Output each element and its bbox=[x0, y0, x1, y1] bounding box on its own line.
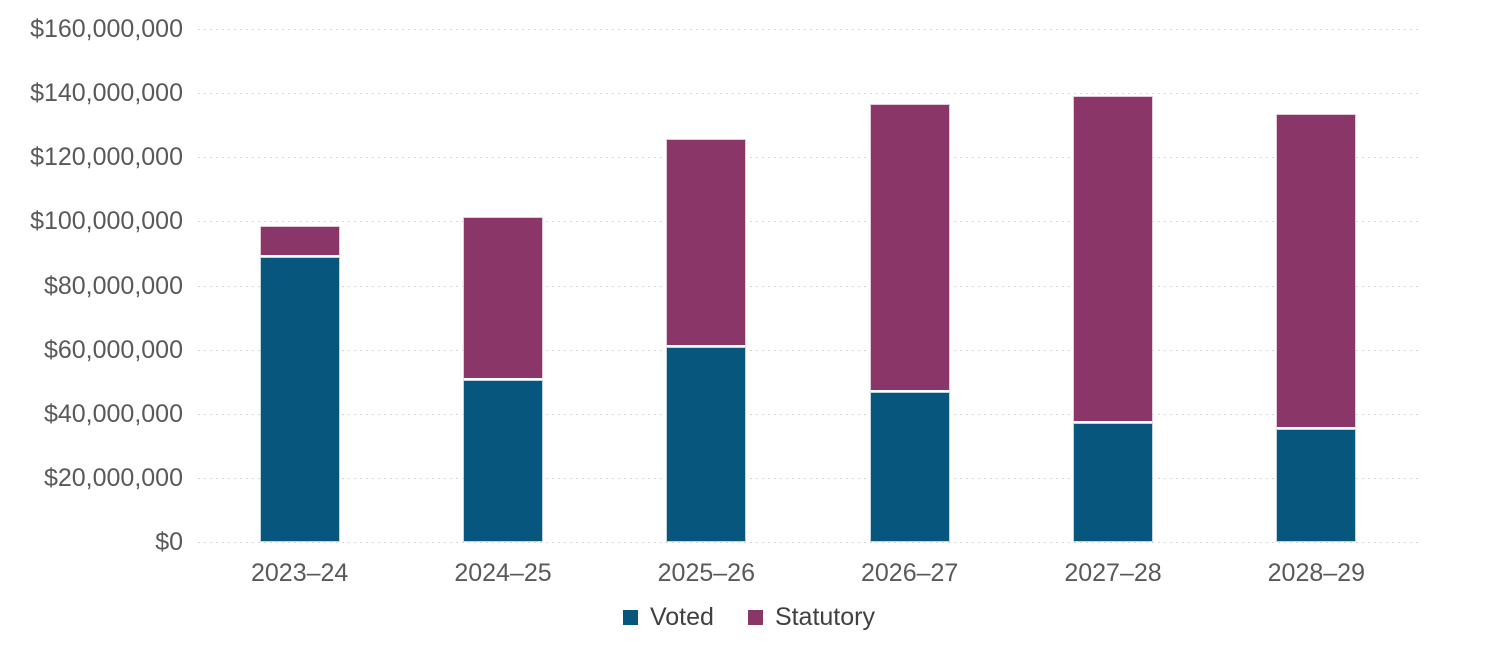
gridline bbox=[198, 93, 1418, 95]
bar-group-2027–28 bbox=[1073, 96, 1153, 542]
legend-label-statutory: Statutory bbox=[774, 602, 875, 631]
bar-segment-statutory bbox=[1276, 114, 1357, 430]
plot-area bbox=[198, 29, 1418, 543]
y-axis-tick-label: $60,000,000 bbox=[43, 335, 183, 364]
bar-group-2028–29 bbox=[1276, 114, 1357, 542]
legend-item-voted: Voted bbox=[622, 602, 714, 632]
bar-group-2025–26 bbox=[666, 138, 747, 542]
bar-segment-statutory bbox=[869, 103, 950, 392]
gridline bbox=[198, 29, 1418, 30]
voted-swatch-icon bbox=[622, 609, 638, 625]
bar-segment-statutory bbox=[463, 216, 543, 380]
legend: Voted Statutory bbox=[0, 599, 1498, 635]
bar-segment-voted bbox=[666, 347, 747, 542]
bar-segment-voted bbox=[463, 379, 543, 542]
y-axis-tick-label: $20,000,000 bbox=[43, 463, 183, 492]
gridline bbox=[198, 221, 1418, 223]
gridline bbox=[198, 285, 1418, 287]
x-axis-tick-label: 2025–26 bbox=[657, 559, 755, 587]
y-axis-tick-label: $100,000,000 bbox=[30, 207, 183, 236]
x-axis-tick-label: 2023–24 bbox=[251, 559, 349, 587]
gridline bbox=[198, 349, 1418, 351]
bar-segment-voted bbox=[1073, 423, 1153, 542]
bar-group-2026–27 bbox=[869, 103, 950, 542]
bar-group-2023–24 bbox=[259, 226, 340, 542]
bar-segment-voted bbox=[869, 391, 950, 542]
y-axis-tick-label: $0 bbox=[155, 528, 183, 556]
x-axis-tick-label: 2024–25 bbox=[454, 559, 552, 587]
y-axis-tick-label: $80,000,000 bbox=[43, 271, 183, 300]
gridline bbox=[198, 413, 1418, 415]
x-axis-tick-label: 2028–29 bbox=[1267, 559, 1365, 587]
gridline bbox=[198, 477, 1418, 479]
bar-segment-statutory bbox=[1073, 96, 1153, 424]
bar-segment-voted bbox=[1276, 429, 1357, 542]
x-axis-tick-label: 2026–27 bbox=[861, 559, 959, 587]
y-axis-tick-label: $40,000,000 bbox=[43, 399, 183, 428]
statutory-swatch-icon bbox=[747, 609, 763, 625]
y-axis-tick-label: $120,000,000 bbox=[30, 143, 183, 172]
bar-group-2024–25 bbox=[463, 216, 543, 542]
y-axis-tick-label: $140,000,000 bbox=[30, 79, 183, 108]
legend-label-voted: Voted bbox=[649, 602, 714, 631]
x-axis-tick-label: 2027–28 bbox=[1064, 559, 1162, 587]
gridline bbox=[198, 542, 1418, 543]
bar-segment-statutory bbox=[259, 226, 340, 257]
bar-segment-statutory bbox=[666, 138, 747, 348]
bar-segment-voted bbox=[259, 256, 340, 542]
y-axis-tick-label: $160,000,000 bbox=[30, 15, 183, 43]
gridline bbox=[198, 157, 1418, 159]
legend-item-statutory: Statutory bbox=[747, 602, 875, 632]
